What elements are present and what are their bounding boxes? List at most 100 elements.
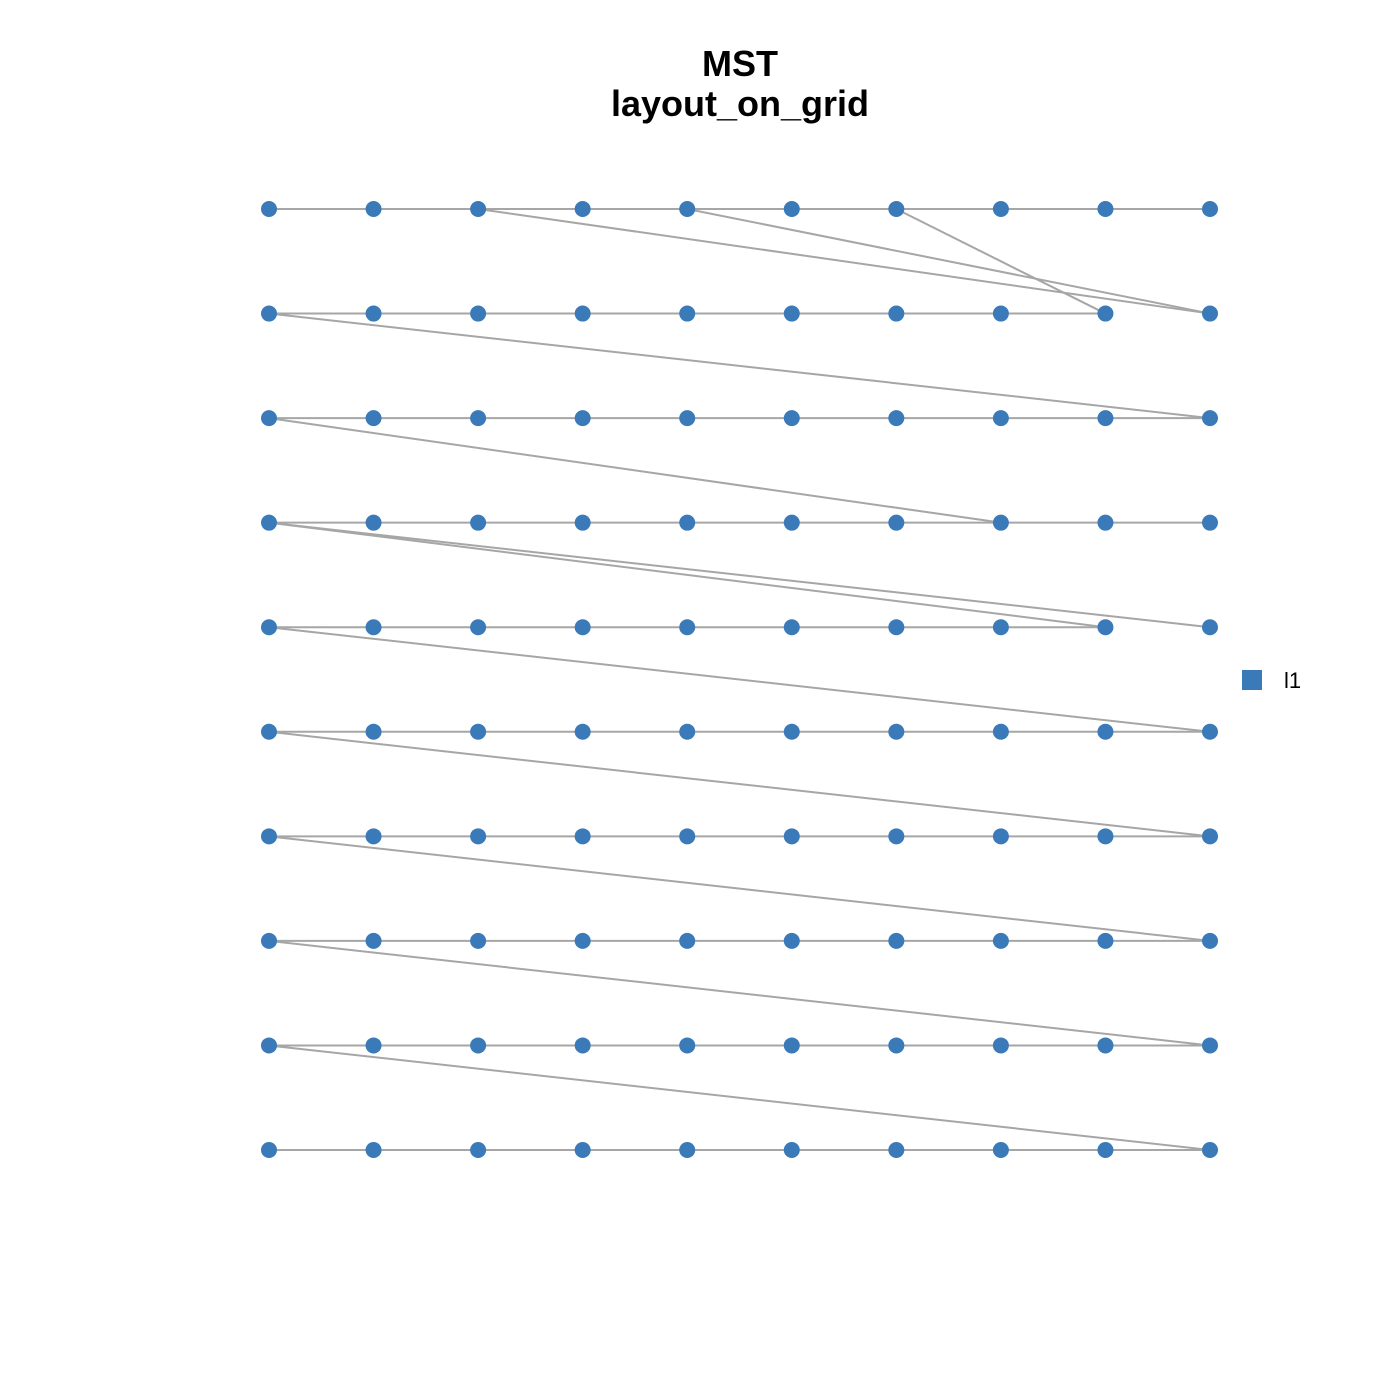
node [992,932,1009,949]
node [261,514,277,531]
nodes [261,201,1218,1158]
node [992,1037,1009,1054]
node [470,1037,487,1054]
node [1097,932,1114,949]
node [574,932,591,949]
node [365,619,382,636]
node [1202,828,1218,845]
node [679,305,696,322]
edge [268,521,1106,629]
node [783,828,800,845]
node [679,619,696,636]
edge [268,521,1211,629]
node [1202,1037,1218,1054]
edge [268,939,1211,1047]
node [992,201,1009,217]
node [783,514,800,531]
node [1202,201,1218,217]
node [365,932,382,949]
node [679,514,696,531]
node [992,1142,1009,1158]
node [365,514,382,531]
node [888,514,905,531]
node [1097,619,1114,636]
node [888,410,905,427]
node [365,410,382,427]
edge [268,835,1211,942]
node [888,201,905,217]
node [783,723,800,740]
node [1202,514,1218,531]
node [1202,1142,1218,1158]
node [888,932,905,949]
node [992,723,1009,740]
title: MST [702,43,778,84]
node [1202,932,1218,949]
node [1097,201,1114,217]
node [365,1037,382,1054]
node [888,1142,905,1158]
node [783,1037,800,1054]
node [1097,723,1114,740]
node [679,1142,696,1158]
node [679,932,696,949]
node [1097,1037,1114,1054]
node [261,619,277,636]
node [574,1142,591,1158]
node [992,410,1009,427]
node [470,201,487,217]
node [261,932,277,949]
node [783,1142,800,1158]
node [470,932,487,949]
node [365,828,382,845]
node [261,201,277,217]
node [679,828,696,845]
node [888,305,905,322]
node [574,1037,591,1054]
node [574,619,591,636]
node [470,514,487,531]
node [365,201,382,217]
node [1202,305,1218,322]
node [365,305,382,322]
edges [268,208,1211,1151]
edge [477,208,1211,315]
node [992,305,1009,322]
subtitle: layout_on_grid [611,83,869,124]
node [783,305,800,322]
edge [268,1044,1211,1151]
node [470,723,487,740]
node [365,723,382,740]
node [574,514,591,531]
node [679,723,696,740]
node [992,619,1009,636]
node [1097,1142,1114,1158]
node [992,514,1009,531]
node [783,201,800,217]
node [783,932,800,949]
node [1097,305,1114,322]
node [470,828,487,845]
edge [268,312,1211,420]
node [261,1037,277,1054]
node [261,410,277,427]
node [1202,410,1218,427]
node [1097,828,1114,845]
node [574,828,591,845]
node [1097,410,1114,427]
node [783,410,800,427]
node [1097,514,1114,531]
node [574,723,591,740]
legend-label: l1 [1284,668,1301,693]
edge [268,730,1211,838]
node [470,305,487,322]
node [470,619,487,636]
node [261,1142,277,1158]
node [470,410,487,427]
legend-swatch [1242,670,1262,690]
node [574,305,591,322]
node [365,1142,382,1158]
